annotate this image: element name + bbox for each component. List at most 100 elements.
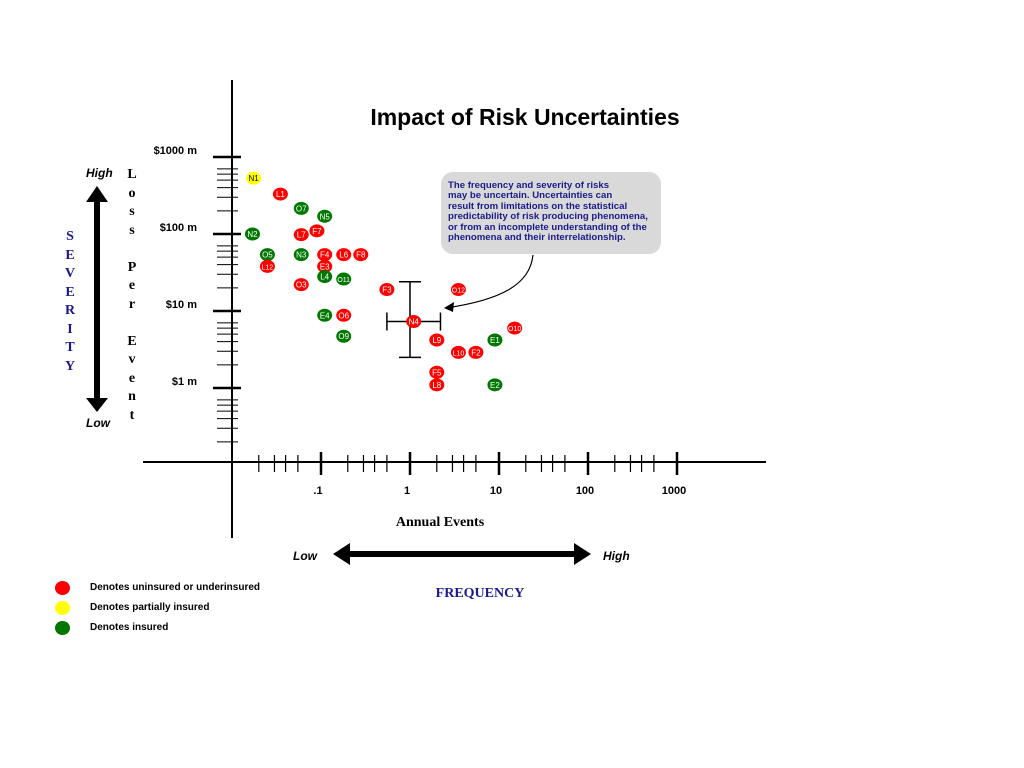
data-point-marker (450, 283, 466, 297)
data-point-marker (317, 209, 333, 223)
data-point-l6: L6 (336, 248, 352, 262)
severity-letter: Y (64, 358, 76, 374)
data-point-marker (336, 308, 352, 322)
data-point-n4: N4 (406, 315, 422, 329)
data-point-label: E1 (490, 336, 500, 345)
severity-letter: T (65, 340, 75, 355)
data-point-marker (507, 321, 523, 335)
x-tick-label: 100 (576, 485, 594, 497)
data-point-marker (336, 248, 352, 262)
severity-letter: I (67, 321, 73, 337)
data-point-l4: L4 (317, 270, 333, 284)
data-point-label: F5 (432, 368, 442, 377)
data-point-f2: F2 (468, 345, 484, 359)
callout-line: predictability of risk producing phenome… (448, 211, 648, 223)
severity-letter: R (64, 303, 76, 318)
data-point-l10: L10 (450, 345, 466, 359)
data-point-o9: O9 (336, 329, 352, 343)
data-point-o10: O10 (507, 321, 523, 335)
data-point-l12: L12 (259, 259, 275, 273)
data-point-label: F4 (320, 251, 330, 260)
data-point-e3: E3 (317, 259, 333, 273)
data-point-label: O11 (337, 277, 350, 284)
data-point-label: F8 (356, 251, 366, 260)
data-point-f5: F5 (429, 365, 445, 379)
data-point-label: N2 (247, 230, 258, 239)
x-tick-label: .1 (313, 485, 322, 497)
severity-arrow-up-head (86, 186, 108, 202)
frequency-arrow-right-head (574, 543, 591, 565)
legend-text: Denotes uninsured or underinsured (90, 582, 261, 593)
data-point-label: L4 (320, 273, 329, 282)
data-point-label: L1 (276, 190, 285, 199)
data-point-label: L7 (297, 231, 306, 240)
loss-per-event-letter: L (127, 167, 137, 182)
data-point-label: O6 (338, 311, 349, 320)
severity-letter: E (65, 284, 75, 300)
data-point-marker (317, 259, 333, 273)
data-point-n5: N5 (317, 209, 333, 223)
data-point-marker (450, 345, 466, 359)
data-point-marker (293, 278, 309, 292)
legend-swatch (55, 581, 70, 595)
data-point-label: E3 (320, 262, 330, 271)
severity-letter: V (64, 266, 76, 281)
data-point-label: F3 (382, 286, 392, 295)
data-point-marker (259, 248, 275, 262)
data-point-marker (272, 187, 288, 201)
data-points: N1 L1 O7 N5 N2 L7 F7 O5 N3 F4 L6 F8 L12 E3 L4 O11 O3 F3 O1… (245, 171, 523, 392)
data-point-f4: F4 (317, 248, 333, 262)
data-point-label: O7 (296, 204, 307, 213)
data-point-marker (317, 248, 333, 262)
data-point-label: O3 (296, 281, 307, 290)
y-tick-label: $10 m (166, 299, 197, 311)
loss-per-event-letter: r (128, 296, 136, 312)
data-point-label: N5 (320, 212, 331, 221)
data-point-label: L12 (262, 264, 274, 271)
data-point-label: O5 (262, 251, 273, 260)
data-point-label: N4 (409, 318, 420, 327)
x-tick-label: 10 (490, 485, 502, 497)
data-point-label: N1 (249, 174, 260, 183)
data-point-marker (429, 365, 445, 379)
y-tick-label: $1000 m (154, 145, 198, 157)
data-point-o12: O12 (450, 283, 466, 297)
data-point-label: O9 (338, 332, 349, 341)
frequency-label: FREQUENCY (435, 586, 525, 601)
data-point-marker (317, 270, 333, 284)
data-point-marker (487, 333, 503, 347)
arrows (86, 186, 591, 565)
data-point-label: O12 (452, 288, 465, 295)
callout-line: or from an incomplete understanding of t… (448, 221, 647, 233)
data-point-o6: O6 (336, 308, 352, 322)
callout-line: result from limitations on the statistic… (448, 200, 628, 212)
loss-per-event-letter (124, 314, 140, 333)
data-point-label: F2 (471, 348, 481, 357)
callout-box: The frequency and severity of risks may b… (441, 172, 661, 254)
y-tick-label: $100 m (160, 222, 198, 234)
chart-title: Impact of Risk Uncertainties (370, 104, 680, 130)
loss-per-event-letter: P (127, 259, 137, 275)
x-tick-label: 1000 (662, 485, 686, 497)
loss-per-event-letter: n (128, 389, 136, 404)
data-point-l8: L8 (429, 378, 445, 392)
data-point-label: E2 (490, 381, 500, 390)
callout-line: phenomena and their interrelationship. (448, 232, 626, 244)
axes: .1 1 10 100 1000 $1000 m $100 m $10 m $1 m (143, 80, 766, 538)
data-point-l9: L9 (429, 333, 445, 347)
data-point-marker (309, 224, 325, 238)
loss-per-event-letter: s (129, 204, 135, 219)
data-point-marker (293, 201, 309, 215)
severity-letter: S (66, 229, 74, 244)
data-point-marker (406, 315, 422, 329)
data-point-e2: E2 (487, 378, 503, 392)
data-point-marker (468, 345, 484, 359)
data-point-l7: L7 (293, 228, 309, 242)
loss-per-event-letter: e (128, 278, 136, 293)
data-point-l1: L1 (272, 187, 288, 201)
data-point-label: N3 (296, 251, 307, 260)
data-point-marker (293, 248, 309, 262)
data-point-label: L9 (432, 336, 441, 345)
